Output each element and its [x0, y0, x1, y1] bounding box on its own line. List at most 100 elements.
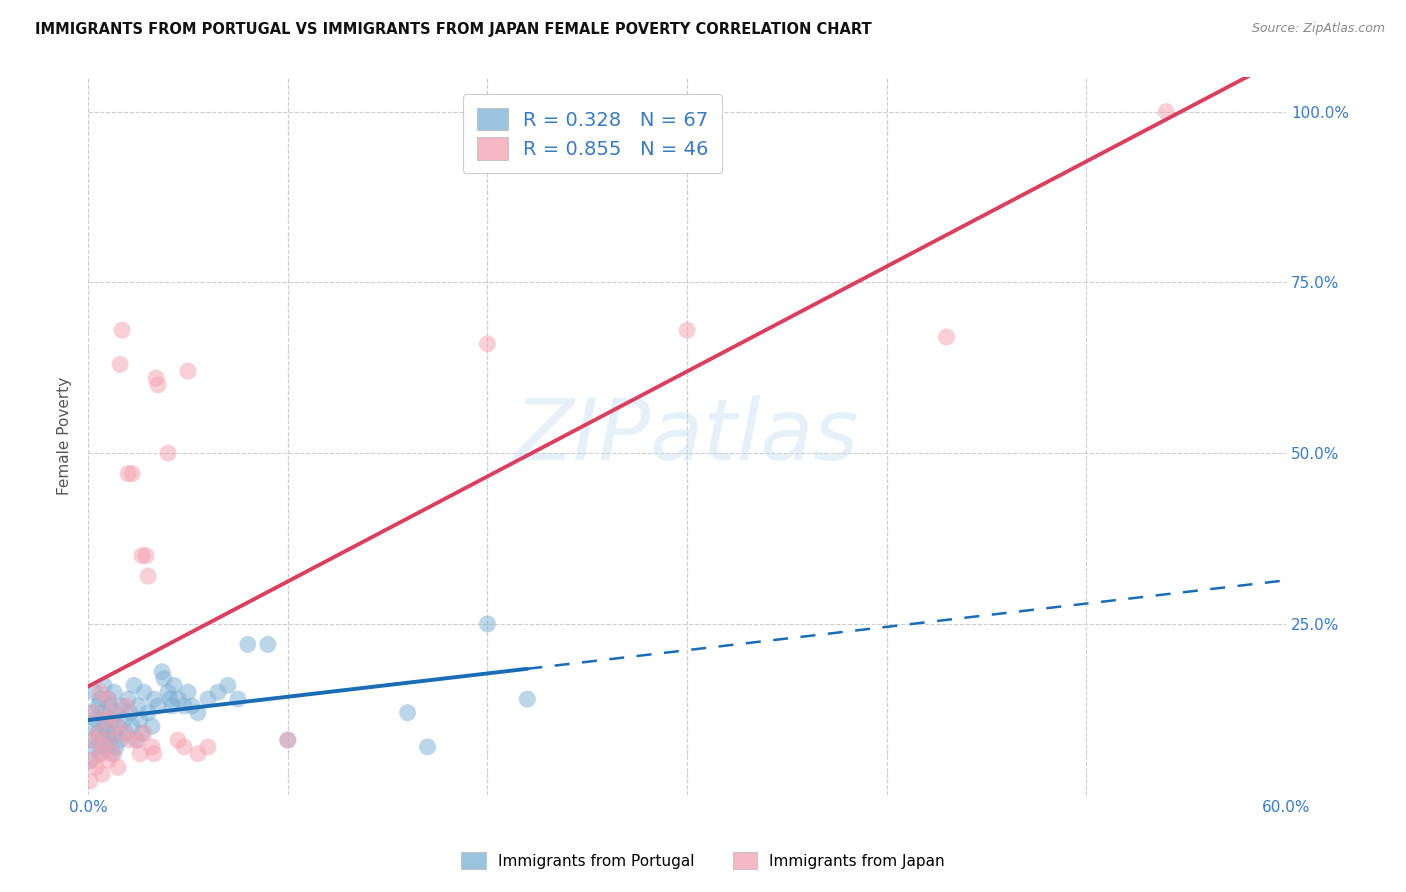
Point	[159, 692, 181, 706]
Point	[117, 467, 139, 481]
Point	[676, 323, 699, 337]
Point	[101, 747, 124, 761]
Point	[277, 733, 299, 747]
Point	[136, 706, 159, 720]
Text: ZIPatlas: ZIPatlas	[515, 394, 859, 477]
Point	[226, 692, 249, 706]
Point	[84, 713, 107, 727]
Point	[89, 692, 111, 706]
Point	[82, 733, 104, 747]
Point	[89, 747, 111, 761]
Point	[129, 713, 152, 727]
Point	[207, 685, 229, 699]
Point	[167, 733, 190, 747]
Point	[82, 706, 104, 720]
Point	[93, 719, 115, 733]
Point	[84, 760, 107, 774]
Point	[82, 754, 104, 768]
Text: IMMIGRANTS FROM PORTUGAL VS IMMIGRANTS FROM JAPAN FEMALE POVERTY CORRELATION CHA: IMMIGRANTS FROM PORTUGAL VS IMMIGRANTS F…	[35, 22, 872, 37]
Point	[105, 719, 128, 733]
Point	[477, 336, 499, 351]
Point	[935, 330, 957, 344]
Point	[122, 678, 145, 692]
Point	[98, 733, 121, 747]
Point	[143, 747, 166, 761]
Point	[173, 698, 195, 713]
Point	[103, 685, 125, 699]
Point	[131, 549, 153, 563]
Point	[97, 754, 120, 768]
Point	[145, 371, 167, 385]
Point	[173, 739, 195, 754]
Point	[87, 726, 110, 740]
Point	[516, 692, 538, 706]
Point	[115, 726, 138, 740]
Point	[197, 692, 219, 706]
Point	[181, 698, 204, 713]
Point	[132, 726, 155, 740]
Point	[135, 549, 157, 563]
Point	[141, 739, 163, 754]
Text: Source: ZipAtlas.com: Source: ZipAtlas.com	[1251, 22, 1385, 36]
Point	[117, 692, 139, 706]
Point	[91, 767, 114, 781]
Point	[103, 726, 125, 740]
Point	[121, 467, 143, 481]
Point	[146, 698, 169, 713]
Point	[112, 713, 135, 727]
Point	[79, 774, 101, 789]
Point	[256, 637, 278, 651]
Point	[167, 692, 190, 706]
Point	[146, 377, 169, 392]
Point	[108, 357, 131, 371]
Point	[105, 706, 128, 720]
Point	[132, 685, 155, 699]
Point	[153, 672, 176, 686]
Point	[143, 692, 166, 706]
Point	[127, 698, 149, 713]
Point	[97, 692, 120, 706]
Legend: Immigrants from Portugal, Immigrants from Japan: Immigrants from Portugal, Immigrants fro…	[456, 846, 950, 875]
Point	[107, 760, 129, 774]
Point	[187, 706, 209, 720]
Point	[277, 733, 299, 747]
Point	[111, 698, 134, 713]
Point	[101, 706, 124, 720]
Point	[150, 665, 173, 679]
Point	[89, 747, 111, 761]
Point	[89, 685, 111, 699]
Point	[97, 726, 120, 740]
Point	[125, 733, 148, 747]
Point	[105, 739, 128, 754]
Point	[129, 747, 152, 761]
Y-axis label: Female Poverty: Female Poverty	[58, 377, 72, 495]
Point	[177, 685, 200, 699]
Point	[156, 446, 179, 460]
Point	[156, 685, 179, 699]
Point	[83, 685, 105, 699]
Point	[141, 719, 163, 733]
Point	[101, 713, 124, 727]
Point	[87, 726, 110, 740]
Point	[163, 678, 186, 692]
Point	[107, 719, 129, 733]
Point	[83, 719, 105, 733]
Point	[197, 739, 219, 754]
Point	[115, 698, 138, 713]
Point	[94, 713, 117, 727]
Point	[103, 747, 125, 761]
Point	[84, 739, 107, 754]
Point	[121, 719, 143, 733]
Point	[94, 713, 117, 727]
Point	[98, 698, 121, 713]
Point	[217, 678, 239, 692]
Point	[416, 739, 439, 754]
Point	[111, 323, 134, 337]
Point	[120, 706, 142, 720]
Point	[112, 726, 135, 740]
Point	[93, 739, 115, 754]
Point	[236, 637, 259, 651]
Point	[187, 747, 209, 761]
Point	[87, 698, 110, 713]
Point	[160, 698, 183, 713]
